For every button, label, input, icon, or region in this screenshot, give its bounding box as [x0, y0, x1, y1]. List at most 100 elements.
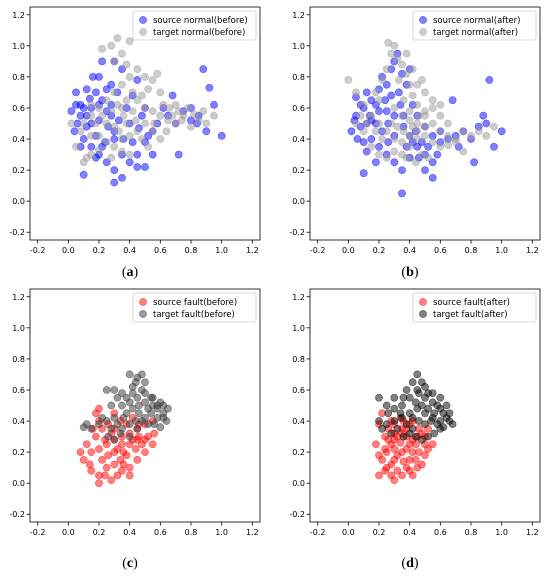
data-point	[134, 409, 143, 418]
data-point	[85, 460, 94, 469]
data-point	[110, 142, 119, 151]
data-point	[408, 65, 417, 73]
data-point	[79, 158, 88, 167]
data-point	[115, 127, 123, 136]
data-point	[424, 142, 432, 151]
data-point	[202, 127, 211, 136]
data-point	[428, 104, 437, 112]
data-point	[413, 127, 422, 136]
data-point	[448, 420, 457, 428]
legend-marker	[139, 298, 147, 306]
y-tick-label: 0.2	[292, 166, 305, 175]
x-tick-label: 0.6	[434, 528, 447, 537]
data-point	[128, 404, 137, 413]
data-point	[133, 96, 142, 105]
data-point	[98, 57, 106, 66]
data-point	[95, 145, 103, 154]
x-tick-label: 1.2	[526, 528, 539, 537]
data-point	[393, 424, 402, 433]
data-point	[98, 111, 106, 120]
data-point	[428, 96, 437, 105]
data-point	[467, 131, 475, 140]
data-point	[156, 423, 165, 432]
x-tick-label: 1.0	[495, 246, 508, 255]
data-point	[390, 104, 399, 112]
data-point	[371, 440, 380, 449]
data-point	[414, 389, 423, 397]
data-point	[210, 101, 218, 109]
x-tick-label: 0.8	[185, 246, 198, 255]
data-point	[118, 440, 126, 449]
data-point	[387, 49, 396, 58]
data-point	[137, 111, 146, 120]
data-point	[102, 158, 111, 167]
y-tick-label: 0.2	[12, 448, 25, 457]
y-tick-label: 0.8	[292, 73, 305, 82]
y-tick-label: 1.0	[12, 324, 25, 333]
data-point	[356, 111, 365, 120]
y-tick-label: 0.4	[292, 417, 305, 426]
data-point	[417, 76, 426, 84]
data-point	[352, 119, 360, 128]
legend-label: source normal(after)	[433, 16, 520, 26]
data-point	[402, 386, 411, 394]
x-tick-label: 0.0	[342, 528, 355, 537]
data-point	[381, 445, 389, 453]
data-point	[76, 127, 85, 136]
data-point	[133, 424, 142, 433]
x-tick-label: -0.2	[30, 246, 46, 255]
data-point	[137, 370, 146, 379]
data-point	[382, 153, 391, 162]
data-point	[421, 131, 429, 140]
data-point	[118, 389, 126, 397]
data-point	[390, 158, 399, 167]
data-point	[144, 404, 152, 413]
data-point	[102, 463, 111, 472]
data-point	[375, 393, 383, 402]
y-tick-label: 0.0	[292, 479, 305, 488]
x-tick-label: 0.4	[403, 246, 416, 255]
data-point	[414, 448, 423, 456]
data-point	[411, 158, 420, 167]
y-tick-label: 0.6	[12, 386, 25, 395]
x-tick-label: 0.2	[93, 528, 106, 537]
data-point	[408, 122, 417, 131]
x-tick-label: 0.2	[93, 246, 106, 255]
data-point	[399, 96, 408, 105]
data-point	[405, 131, 414, 140]
data-point	[482, 119, 491, 128]
data-point	[159, 401, 168, 410]
data-point	[168, 111, 177, 120]
data-point	[125, 463, 134, 472]
data-point	[417, 435, 426, 444]
panel-caption: (c)	[122, 556, 138, 571]
data-point	[344, 76, 353, 84]
data-point	[482, 131, 491, 140]
data-point	[402, 463, 411, 472]
data-point	[390, 445, 399, 453]
data-point	[367, 111, 376, 120]
data-point	[115, 116, 123, 125]
data-point	[144, 432, 152, 441]
data-point	[378, 424, 386, 433]
data-point	[359, 169, 368, 178]
data-point	[387, 429, 396, 438]
data-point	[131, 116, 140, 125]
data-point	[122, 96, 131, 105]
data-point	[405, 455, 414, 464]
data-point	[110, 166, 119, 174]
data-point	[148, 150, 157, 159]
legend-label: source fault(before)	[153, 298, 237, 308]
data-point	[118, 80, 126, 89]
data-point	[421, 122, 429, 131]
legend-label: target normal(before)	[153, 28, 245, 38]
data-point	[436, 424, 445, 433]
data-point	[405, 116, 414, 125]
legend-marker	[419, 298, 427, 306]
data-point	[428, 389, 437, 397]
data-point	[371, 158, 380, 167]
data-point	[375, 451, 383, 460]
x-tick-label: -0.2	[30, 528, 46, 537]
x-tick-label: 0.8	[185, 528, 198, 537]
data-point	[398, 401, 406, 410]
